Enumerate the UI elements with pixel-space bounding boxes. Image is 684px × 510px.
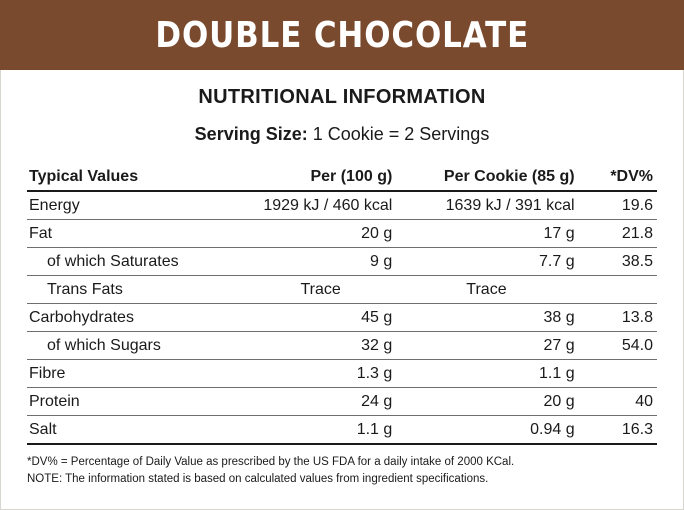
row-per-cookie: 1.1 g: [396, 359, 579, 388]
row-name: Salt: [27, 415, 247, 445]
row-per-cookie: 27 g: [396, 331, 579, 360]
row-name: Protein: [27, 387, 247, 416]
row-name: Fat: [27, 219, 247, 248]
row-dv: 21.8: [578, 219, 657, 248]
row-per-100g: 20 g: [246, 219, 397, 248]
table-row: Carbohydrates 45 g 38 g 13.8: [27, 303, 657, 332]
row-per-100g: 1.1 g: [246, 415, 397, 445]
row-per-cookie: 17 g: [396, 219, 579, 248]
row-dv: 13.8: [578, 303, 657, 332]
table-row: Salt 1.1 g 0.94 g 16.3: [27, 415, 657, 445]
table-row: of which Sugars 32 g 27 g 54.0: [27, 331, 657, 360]
product-title: DOUBLE CHOCOLATE: [155, 14, 529, 56]
serving-size-label: Serving Size:: [194, 124, 308, 144]
header-dv: *DV%: [578, 164, 657, 192]
table-row: Fibre 1.3 g 1.1 g: [27, 359, 657, 388]
row-per-100g: 32 g: [246, 331, 397, 360]
row-dv: [578, 275, 657, 304]
dv-footnote: *DV% = Percentage of Daily Value as pres…: [27, 456, 515, 468]
row-per-100g: Trace: [246, 275, 397, 304]
product-banner: DOUBLE CHOCOLATE: [0, 0, 684, 70]
serving-size: Serving Size: 1 Cookie = 2 Servings: [0, 124, 684, 145]
row-dv: 19.6: [578, 191, 657, 220]
note-footnote: NOTE: The information stated is based on…: [27, 473, 489, 485]
row-per-cookie: 1639 kJ / 391 kcal: [396, 191, 579, 220]
row-name: of which Saturates: [27, 247, 247, 276]
row-per-cookie: Trace: [396, 275, 579, 304]
nutrition-table: Typical Values Per (100 g) Per Cookie (8…: [27, 164, 657, 445]
row-per-100g: 45 g: [246, 303, 397, 332]
table-row: Protein 24 g 20 g 40: [27, 387, 657, 416]
row-dv: 40: [578, 387, 657, 416]
row-name: of which Sugars: [27, 331, 247, 360]
row-per-cookie: 7.7 g: [396, 247, 579, 276]
row-per-100g: 1929 kJ / 460 kcal: [246, 191, 397, 220]
row-name: Fibre: [27, 359, 247, 388]
row-dv: [578, 359, 657, 388]
row-per-100g: 24 g: [246, 387, 397, 416]
row-dv: 38.5: [578, 247, 657, 276]
row-per-cookie: 20 g: [396, 387, 579, 416]
row-per-cookie: 38 g: [396, 303, 579, 332]
row-dv: 54.0: [578, 331, 657, 360]
row-dv: 16.3: [578, 415, 657, 445]
header-typical-values: Typical Values: [27, 164, 247, 192]
row-per-cookie: 0.94 g: [396, 415, 579, 445]
serving-size-value: 1 Cookie = 2 Servings: [307, 124, 490, 144]
row-name: Energy: [27, 191, 247, 220]
row-name: Trans Fats: [27, 275, 247, 304]
table-row: Trans Fats Trace Trace: [27, 275, 657, 304]
panel-heading: NUTRITIONAL INFORMATION: [198, 86, 486, 108]
table-header-row: Typical Values Per (100 g) Per Cookie (8…: [27, 164, 657, 192]
header-per-cookie: Per Cookie (85 g): [396, 164, 579, 192]
row-per-100g: 9 g: [246, 247, 397, 276]
table-row: Fat 20 g 17 g 21.8: [27, 219, 657, 248]
table-row: Energy 1929 kJ / 460 kcal 1639 kJ / 391 …: [27, 191, 657, 220]
footnotes: *DV% = Percentage of Daily Value as pres…: [27, 454, 667, 488]
row-name: Carbohydrates: [27, 303, 247, 332]
header-per-100g: Per (100 g): [246, 164, 397, 192]
row-per-100g: 1.3 g: [246, 359, 397, 388]
table-row: of which Saturates 9 g 7.7 g 38.5: [27, 247, 657, 276]
